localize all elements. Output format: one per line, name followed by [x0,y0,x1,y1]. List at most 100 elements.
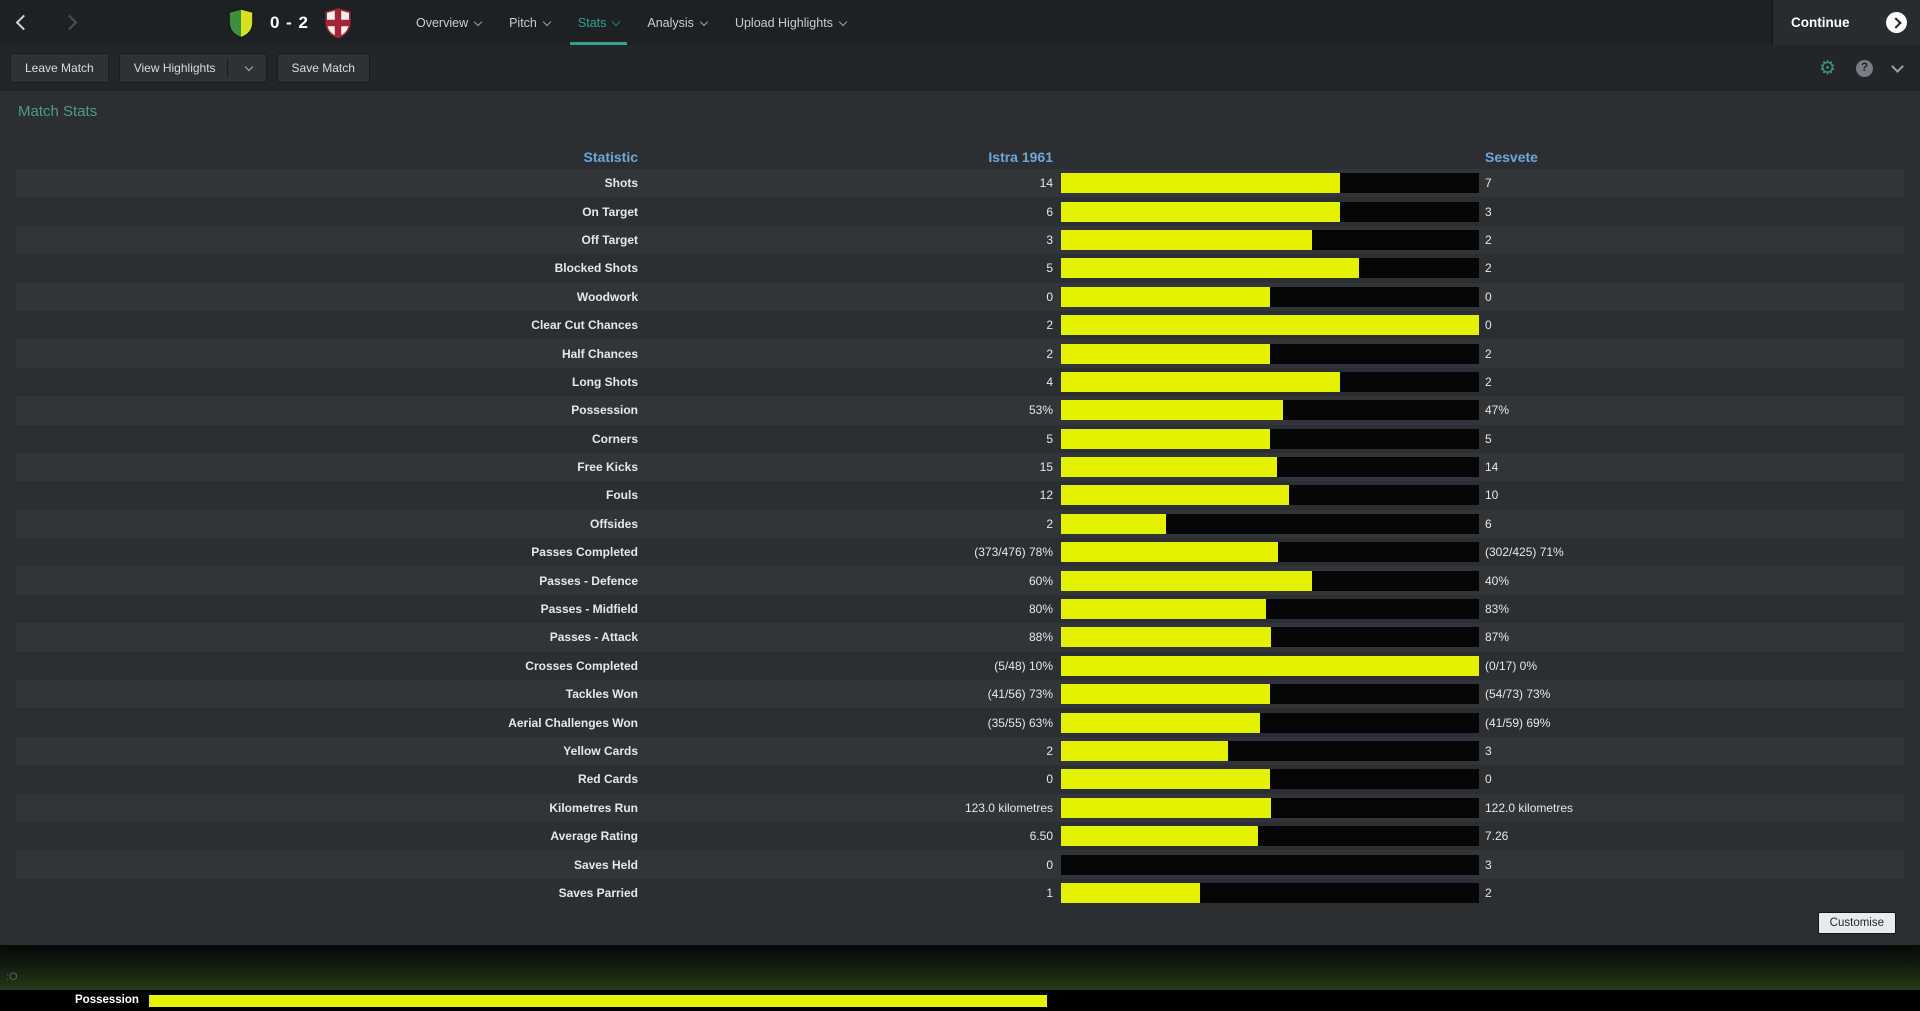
top-bar: 0 - 2 Overview Pitch [0,0,1920,45]
stat-bar [1061,400,1479,421]
leave-match-button[interactable]: Leave Match [10,53,109,83]
stat-bar [1061,882,1479,903]
away-value: 40% [1485,573,1510,588]
stat-bar [1061,627,1479,648]
stat-bar [1061,173,1479,194]
home-value: 3 [1046,232,1053,247]
chevron-down-icon [699,17,709,26]
stat-label: Woodwork [576,289,638,304]
nav-pitch[interactable]: Pitch [495,0,564,45]
home-value: 2 [1046,346,1053,361]
back-button[interactable] [0,0,46,45]
stat-label: Passes - Attack [549,630,638,645]
nav-stats-label: Stats [577,15,607,30]
home-bar-fill [1061,201,1340,222]
stat-bar [1061,570,1479,591]
home-value: 0 [1046,289,1053,304]
customise-button[interactable]: Customise [1817,912,1896,934]
collapse-chevron-icon[interactable] [1891,60,1904,73]
nav-overview[interactable]: Overview [402,0,495,45]
table-row: Passes - Midfield 80% 83% [16,595,1904,623]
away-value: 87% [1485,630,1510,645]
leave-match-label: Leave Match [25,61,94,75]
stat-bar [1061,797,1479,818]
save-match-button[interactable]: Save Match [276,53,370,83]
stat-label: On Target [582,204,638,219]
away-value: 2 [1485,346,1492,361]
table-row: Crosses Completed (5/48) 10% (0/17) 0% [16,652,1904,680]
home-bar-fill [1061,173,1340,194]
stat-label: Passes Completed [531,545,638,560]
home-bar-fill [1061,485,1289,506]
away-value: 122.0 kilometres [1485,800,1574,815]
stat-label: Off Target [581,232,638,247]
home-value: 2 [1046,318,1053,333]
stat-bar [1061,229,1479,250]
away-value: 6 [1485,516,1492,531]
home-value: (41/56) 73% [987,687,1053,702]
stat-bar [1061,258,1479,279]
continue-label: Continue [1791,15,1850,30]
ticker-label: Possession [75,994,139,1006]
view-highlights-dropdown[interactable]: View Highlights [118,53,267,83]
home-bar-fill [1061,769,1270,790]
away-value: (302/425) 71% [1485,545,1564,560]
home-bar-fill [1061,343,1270,364]
home-value: 15 [1039,460,1053,475]
stat-bar [1061,769,1479,790]
home-value: 0 [1046,772,1053,787]
background-text: :O [6,971,18,983]
gear-icon[interactable]: ⚙ [1818,57,1836,79]
home-bar-fill [1061,229,1312,250]
home-value: (373/476) 78% [974,545,1053,560]
table-row: Possession 53% 47% [16,396,1904,425]
stat-label: Blocked Shots [554,261,638,276]
away-value: 3 [1485,857,1492,872]
table-row: Shots 14 7 [16,169,1904,198]
away-value: 7 [1485,176,1492,191]
home-bar-fill [1061,286,1270,307]
stat-label: Yellow Cards [563,744,638,758]
home-value: 2 [1046,744,1053,758]
away-value: 2 [1485,374,1492,389]
table-row: Clear Cut Chances 2 0 [16,311,1904,339]
stat-bar [1061,741,1479,761]
table-row: Saves Held 0 3 [16,850,1904,879]
away-value: 2 [1485,261,1492,276]
chevron-left-icon [15,14,31,31]
home-value: 12 [1039,488,1053,503]
help-icon[interactable]: ? [1856,59,1873,77]
home-value: 5 [1046,261,1053,276]
nav-pitch-label: Pitch [509,15,537,30]
home-value: 4 [1046,374,1053,389]
home-value: 6.50 [1029,829,1053,844]
nav-upload-highlights[interactable]: Upload Highlights [721,0,860,45]
home-bar-fill [1061,882,1201,903]
home-bar-fill [1061,599,1266,620]
nav-stats[interactable]: Stats [564,0,634,45]
match-stats-panel: Match Stats Statistic Istra 1961 Sesvete… [0,91,1920,945]
continue-button[interactable]: Continue [1772,0,1920,45]
ticker-bar [149,995,1843,1007]
home-value: 5 [1046,431,1053,446]
away-value: (0/17) 0% [1485,658,1538,673]
stat-bar [1061,513,1479,534]
table-row: Red Cards 0 0 [16,765,1904,793]
home-bar-fill [1061,428,1270,449]
forward-button[interactable] [46,0,92,45]
nav-analysis-label: Analysis [647,15,694,30]
away-value: 2 [1485,885,1492,900]
page-title: Match Stats [18,103,98,120]
stat-bar [1061,684,1479,705]
stat-label: Corners [591,431,638,446]
stat-bar [1061,371,1479,392]
home-value: 60% [1028,573,1053,588]
away-value: 3 [1485,204,1492,219]
away-value: 14 [1485,460,1499,475]
stat-label: Long Shots [572,374,638,389]
possession-bar [149,995,1047,1007]
stat-bar [1061,201,1479,222]
home-bar-fill [1061,258,1360,279]
nav-analysis[interactable]: Analysis [633,0,721,45]
